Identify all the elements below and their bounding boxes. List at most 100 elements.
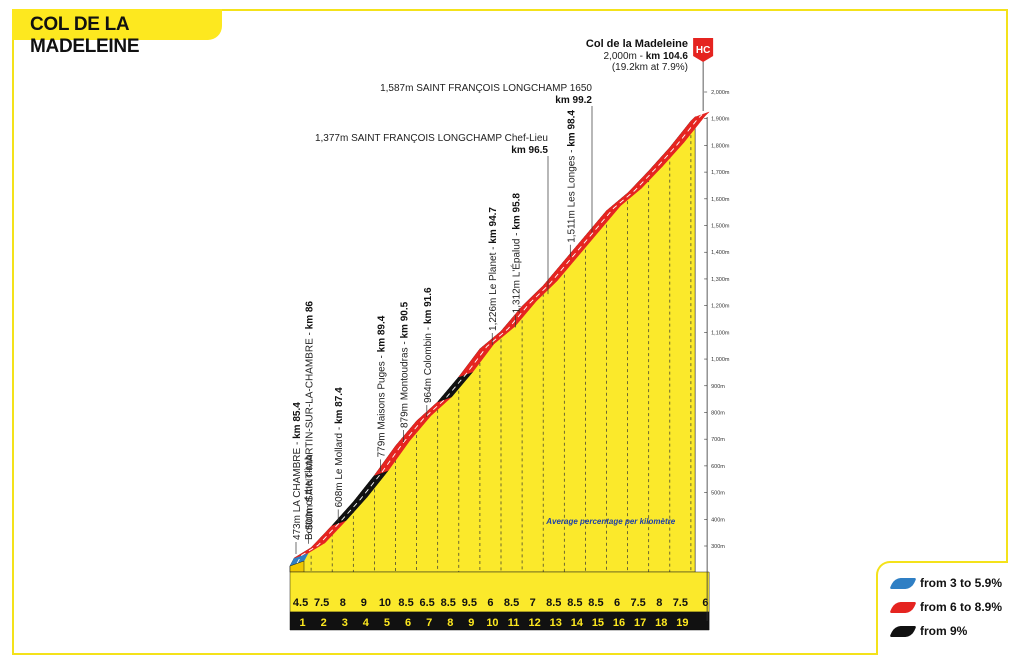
gradient-label: 8.5 xyxy=(398,597,413,609)
waypoint-text: 1,226m Le Planet - xyxy=(488,244,499,331)
altitude-tick-label: 800m xyxy=(711,410,725,416)
gradient-label: 4.5 xyxy=(293,597,308,609)
ribbon-centerline xyxy=(296,114,703,564)
waypoint-text: 779m Maisons Puges - xyxy=(376,352,387,457)
gradient-label: 7 xyxy=(530,597,536,609)
gradient-label: 7.5 xyxy=(631,597,646,609)
km-label: 14 xyxy=(571,617,584,629)
gradient-label: 8 xyxy=(656,597,662,609)
waypoint-km: km 91.6 xyxy=(423,287,434,324)
title-tab: COL DE LA MADELEINE xyxy=(12,9,222,57)
waypoint-text: 1,312m L'Épalud - xyxy=(509,230,522,314)
waypoint-km: km 89.4 xyxy=(376,315,387,352)
gradient-label: 10 xyxy=(379,597,391,609)
summit-flag xyxy=(693,38,714,62)
gradient-label: 7.5 xyxy=(314,597,329,609)
waypoint-text: 879m Montoudras - xyxy=(400,339,411,429)
km-band xyxy=(289,611,710,631)
summit-altitude-text: 2,000m - xyxy=(603,51,645,62)
altitude-tick-label: 500m xyxy=(711,491,725,497)
km-label: 11 xyxy=(508,617,520,629)
waypoint-km: km 99.2 xyxy=(555,95,592,106)
gradient-label: 6 xyxy=(614,597,620,609)
gradient-band xyxy=(289,571,710,613)
gradient-legend: from 3 to 5.9% from 6 to 8.9% from 9% xyxy=(876,561,1008,655)
waypoint-label: 964m Colombin - km 91.6 xyxy=(423,287,434,403)
km-label: 8 xyxy=(447,617,453,629)
km-label: 1 xyxy=(299,617,305,629)
waypoint-text: 964m Colombin - xyxy=(423,324,434,403)
waypoint-km: km 96.5 xyxy=(511,145,548,156)
legend-label: from 3 to 5.9% xyxy=(920,576,1003,590)
waypoint-km: km 94.7 xyxy=(488,207,499,244)
waypoint-label: 473m LA CHAMBRE - km 85.4 xyxy=(292,402,303,540)
waypoint-km: km 87.4 xyxy=(334,387,345,424)
altitude-tick-label: 1,400m xyxy=(711,250,730,256)
legend-label: from 6 to 8.9% xyxy=(920,600,1003,614)
altitude-tick-label: 600m xyxy=(711,464,725,470)
summit-category: HC xyxy=(696,45,710,56)
legend-label: from 9% xyxy=(920,624,968,638)
altitude-tick-label: 1,700m xyxy=(711,170,730,176)
gradient-label: 8.5 xyxy=(588,597,603,609)
waypoint-label: 608m Le Mollard - km 87.4 xyxy=(334,387,345,508)
altitude-tick-label: 1,900m xyxy=(711,117,730,123)
waypoint-km: km 95.8 xyxy=(511,193,522,230)
waypoint-label: 879m Montoudras - km 90.5 xyxy=(400,301,411,428)
km-label: 9 xyxy=(468,617,474,629)
altitude-tick-label: 700m xyxy=(711,437,725,443)
waypoint-label: 1,312m L'Épalud - km 95.8 xyxy=(509,193,522,314)
summit-km: km 104.6 xyxy=(646,51,689,62)
km-label: 13 xyxy=(550,617,562,629)
waypoint-text: 473m LA CHAMBRE - xyxy=(292,439,303,540)
waypoint-label: 1,377m SAINT FRANÇOIS LONGCHAMP Chef-Lie… xyxy=(315,133,548,144)
waypoint-text: 1,511m Les Longes - xyxy=(566,147,577,243)
waypoint-label: 500m SAINT-MARTIN-SUR-LA-CHAMBRE - km 86 xyxy=(305,301,316,530)
legend-swatch-red xyxy=(889,602,917,613)
km-label: 19 xyxy=(676,617,688,629)
waypoint-km: km 86 xyxy=(305,301,316,330)
altitude-tick-label: 1,100m xyxy=(711,330,730,336)
gradient-label: 8 xyxy=(340,597,346,609)
km-label: 18 xyxy=(655,617,667,629)
waypoint-km: km 90.5 xyxy=(400,301,411,338)
chart-frame xyxy=(12,9,1008,655)
altitude-tick-label: 1,600m xyxy=(711,197,730,203)
waypoint-label: 779m Maisons Puges - km 89.4 xyxy=(376,315,387,457)
gradient-label: 6 xyxy=(702,597,708,609)
waypoint-text: 608m Le Mollard - xyxy=(334,424,345,507)
altitude-tick-label: 400m xyxy=(711,517,725,523)
waypoint-label: 1,511m Les Longes - km 98.4 xyxy=(566,110,577,243)
waypoint-sublabel: Bottom of the climb xyxy=(304,454,315,540)
gradient-label: 7.5 xyxy=(673,597,688,609)
summit-stats: (19.2km at 7.9%) xyxy=(612,62,688,73)
gradient-label: 8.5 xyxy=(441,597,456,609)
summit-name: Col de la Madeleine xyxy=(586,38,688,50)
chart-title: COL DE LA MADELEINE xyxy=(30,14,140,57)
waypoint-km: km 98.4 xyxy=(566,110,577,147)
legend-swatch-black xyxy=(889,626,917,637)
gradient-label: 9.5 xyxy=(462,597,477,609)
altitude-tick-label: 1,500m xyxy=(711,224,730,230)
altitude-tick-label: 2,000m xyxy=(711,90,730,96)
km-label: 5 xyxy=(384,617,390,629)
gradient-label: 6 xyxy=(487,597,493,609)
waypoint-km: km 85.4 xyxy=(292,402,303,439)
gradient-label: 8.5 xyxy=(567,597,582,609)
gradient-label: 8.5 xyxy=(546,597,561,609)
gradient-label: 6.5 xyxy=(420,597,435,609)
waypoint-label: 1,226m Le Planet - km 94.7 xyxy=(488,207,499,331)
km-label: 2 xyxy=(321,617,327,629)
altitude-tick-label: 1,800m xyxy=(711,143,730,149)
summit-altitude: 2,000m - km 104.6 xyxy=(603,51,688,62)
altitude-tick-label: 300m xyxy=(711,544,725,550)
km-label: 6 xyxy=(405,617,411,629)
km-label: 16 xyxy=(613,617,625,629)
km-label: 10 xyxy=(486,617,498,629)
waypoint-label: 1,587m SAINT FRANÇOIS LONGCHAMP 1650 xyxy=(380,83,592,94)
gradient-label: 8.5 xyxy=(504,597,519,609)
gradient-label: 9 xyxy=(361,597,367,609)
km-label: 7 xyxy=(426,617,432,629)
altitude-tick-label: 1,200m xyxy=(711,304,730,310)
